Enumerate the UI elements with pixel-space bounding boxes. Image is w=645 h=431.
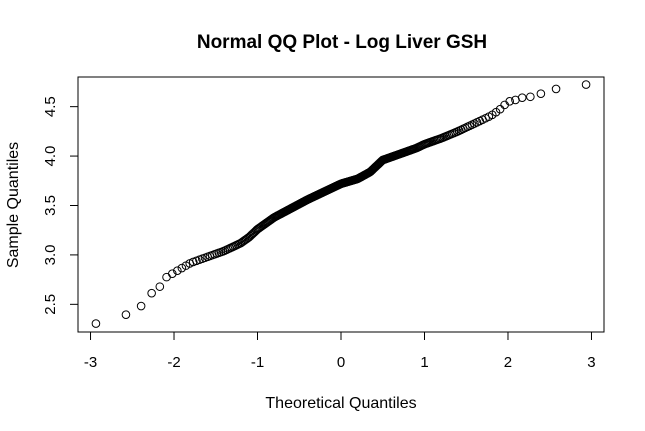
y-tick-label: 3.5 xyxy=(42,195,59,216)
data-point xyxy=(168,269,177,279)
data-point xyxy=(155,282,165,291)
data-point xyxy=(551,84,561,94)
chart-title: Normal QQ Plot - Log Liver GSH xyxy=(197,32,487,53)
data-point xyxy=(177,263,187,273)
x-axis-label: Theoretical Quantiles xyxy=(265,395,416,412)
data-point xyxy=(173,266,182,276)
x-axis: -3 -2 -1 0 1 2 3 xyxy=(84,331,596,371)
data-point xyxy=(536,89,546,98)
plot-frame xyxy=(77,76,605,333)
data-point xyxy=(581,80,591,89)
y-tick-label: 4.5 xyxy=(42,96,59,117)
x-tick-label: 1 xyxy=(420,354,428,371)
x-tick-label: 0 xyxy=(337,354,345,371)
x-tick-label: -2 xyxy=(167,354,180,371)
y-tick-label: 2.5 xyxy=(42,294,59,315)
y-axis-label: Sample Quantiles xyxy=(5,142,22,268)
x-tick-label: 3 xyxy=(587,354,595,371)
x-tick-label: -1 xyxy=(251,354,264,371)
y-tick-label: 4.0 xyxy=(42,146,59,167)
data-point xyxy=(121,310,131,319)
y-tick-label: 3.0 xyxy=(42,244,59,265)
data-point xyxy=(505,97,514,106)
data-point xyxy=(147,288,156,298)
data-points xyxy=(91,80,591,328)
data-point xyxy=(526,92,535,102)
y-axis: 2.5 3.0 3.5 4.0 4.5 xyxy=(42,96,78,315)
data-point xyxy=(517,93,527,102)
x-tick-label: -3 xyxy=(84,354,97,371)
data-point xyxy=(162,272,171,282)
data-point xyxy=(91,319,101,328)
x-tick-label: 2 xyxy=(504,354,512,371)
data-point xyxy=(136,301,146,311)
data-point xyxy=(495,104,505,114)
